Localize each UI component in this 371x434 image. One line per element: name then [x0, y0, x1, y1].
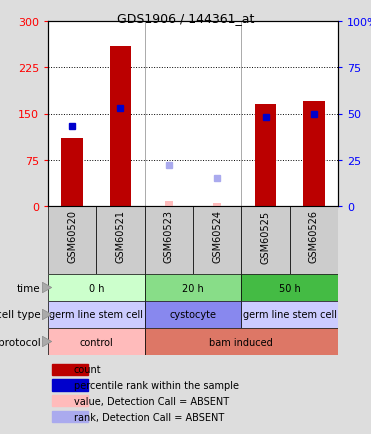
Text: 20 h: 20 h — [182, 283, 204, 293]
Text: GSM60525: GSM60525 — [260, 210, 270, 263]
Bar — [48, 301, 145, 328]
Polygon shape — [42, 309, 52, 320]
Text: germ line stem cell: germ line stem cell — [243, 310, 336, 320]
Text: GDS1906 / 144361_at: GDS1906 / 144361_at — [117, 12, 254, 25]
Bar — [145, 207, 193, 274]
Bar — [303, 102, 325, 207]
Polygon shape — [42, 283, 52, 293]
Text: 0 h: 0 h — [89, 283, 104, 293]
Bar — [193, 207, 241, 274]
Text: protocol: protocol — [0, 337, 40, 347]
Bar — [213, 204, 221, 207]
Bar — [241, 301, 338, 328]
Bar — [96, 207, 145, 274]
Text: GSM60521: GSM60521 — [115, 210, 125, 263]
Polygon shape — [42, 336, 52, 347]
Text: rank, Detection Call = ABSENT: rank, Detection Call = ABSENT — [74, 412, 224, 422]
Bar — [52, 395, 88, 406]
Bar — [241, 207, 290, 274]
Text: percentile rank within the sample: percentile rank within the sample — [74, 380, 239, 390]
Bar — [61, 139, 83, 207]
Bar — [165, 202, 173, 207]
Text: germ line stem cell: germ line stem cell — [49, 310, 143, 320]
Text: GSM60520: GSM60520 — [67, 210, 77, 263]
Text: GSM60523: GSM60523 — [164, 210, 174, 263]
Bar — [255, 105, 276, 207]
Bar — [145, 274, 241, 301]
Bar — [52, 380, 88, 391]
Bar — [241, 274, 338, 301]
Text: cystocyte: cystocyte — [170, 310, 217, 320]
Bar — [109, 46, 131, 207]
Bar — [145, 301, 241, 328]
Bar — [48, 207, 96, 274]
Bar — [52, 411, 88, 422]
Text: GSM60524: GSM60524 — [212, 210, 222, 263]
Text: count: count — [74, 365, 102, 375]
Bar — [52, 364, 88, 375]
Text: value, Detection Call = ABSENT: value, Detection Call = ABSENT — [74, 396, 229, 406]
Text: cell type: cell type — [0, 310, 40, 320]
Bar — [48, 274, 145, 301]
Bar — [290, 207, 338, 274]
Text: control: control — [79, 337, 113, 347]
Bar — [48, 328, 145, 355]
Text: GSM60526: GSM60526 — [309, 210, 319, 263]
Text: time: time — [17, 283, 40, 293]
Text: 50 h: 50 h — [279, 283, 301, 293]
Bar — [145, 328, 338, 355]
Text: bam induced: bam induced — [210, 337, 273, 347]
